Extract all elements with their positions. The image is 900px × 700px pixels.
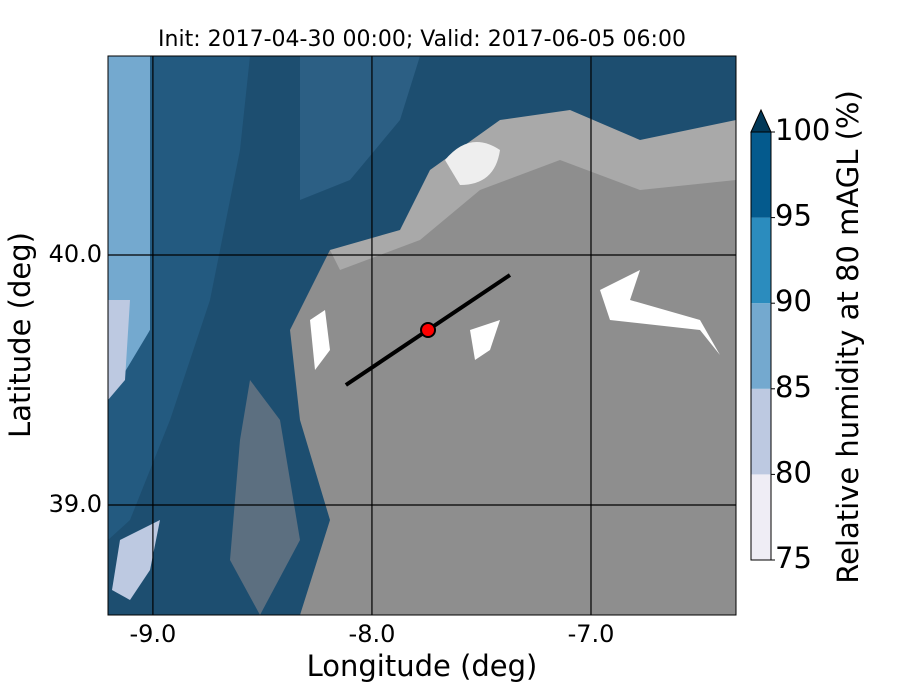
field-patch (108, 300, 130, 400)
colorbar-segment (751, 474, 771, 560)
chart-title: Init: 2017-04-30 00:00; Valid: 2017-06-0… (158, 27, 686, 52)
colorbar-tick-label: 90 (775, 284, 812, 318)
x-axis-label: Longitude (deg) (307, 649, 538, 683)
field-patch (330, 110, 736, 270)
plot-frame (107, 55, 737, 616)
y-tick-label: 39.0 (49, 490, 102, 518)
colorbar-extend (750, 108, 772, 133)
site-marker (420, 322, 437, 338)
y-axis-label: Latitude (deg) (3, 232, 37, 438)
colorbar-tick-label: 85 (775, 370, 812, 404)
colorbar-tick-label: 75 (775, 541, 812, 575)
colorbar-tick-label: 80 (775, 455, 812, 489)
colorbar-segment (751, 388, 771, 475)
colorbar-tick-label: 100 (775, 113, 830, 147)
map-field (108, 56, 736, 615)
field-patch (445, 142, 500, 185)
axes: -9.0 -8.0 -7.0 39.0 40.0 75 80 85 90 95 100 (49, 108, 830, 648)
field-patch (112, 520, 160, 600)
graticule (108, 56, 736, 615)
colorbar-segment (751, 303, 771, 389)
colorbar-tick-label: 95 (775, 199, 812, 233)
x-tick-label: -8.0 (349, 620, 396, 648)
field-patch (290, 150, 736, 615)
field-patch (600, 270, 720, 355)
colorbar-segment (751, 217, 771, 304)
field-patch (230, 380, 300, 615)
overlay (344, 273, 512, 387)
field-patch (300, 56, 420, 200)
field-patch (470, 320, 500, 360)
y-tick-label: 40.0 (49, 240, 102, 268)
field-patch (310, 310, 330, 370)
x-tick-label: -9.0 (129, 620, 176, 648)
field-patch (108, 56, 250, 540)
colorbar-frame (750, 131, 772, 561)
colorbar-label: Relative humidity at 80 mAGL (%) (831, 90, 865, 584)
colorbar-segment (751, 132, 771, 218)
x-tick-label: -7.0 (568, 620, 615, 648)
